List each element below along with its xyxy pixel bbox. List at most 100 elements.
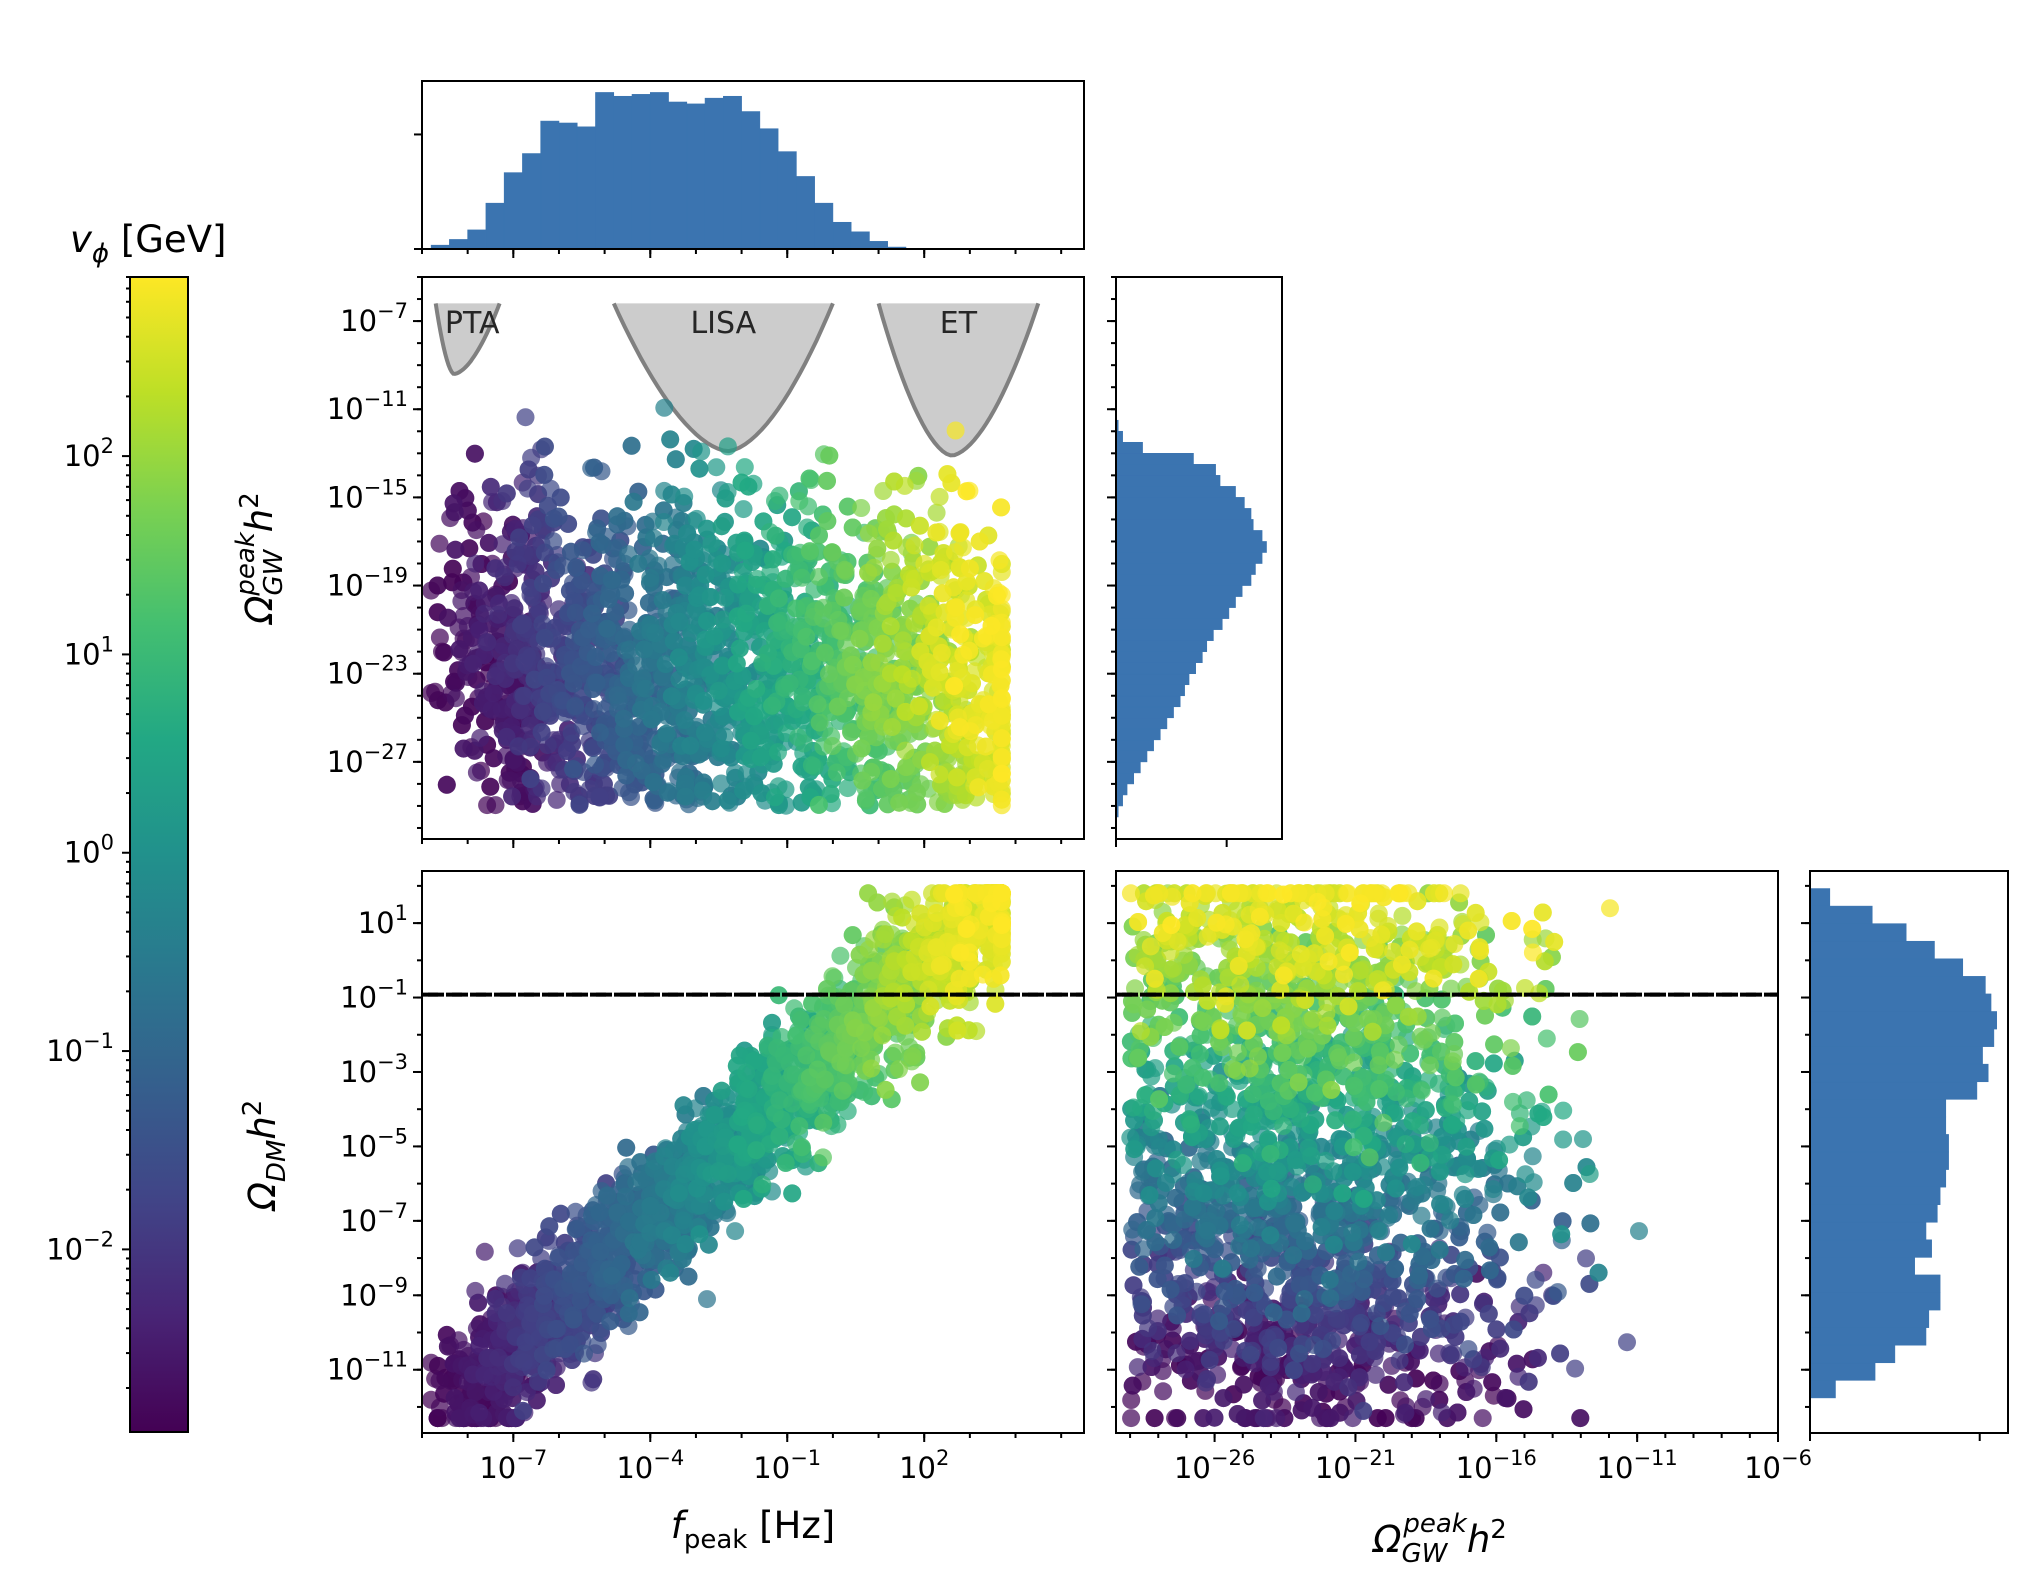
top-histogram-bars (430, 92, 907, 250)
scatter-point (582, 459, 601, 478)
scatter-point (619, 601, 638, 620)
scatter-point (695, 723, 714, 742)
scatter-point (656, 655, 675, 674)
scatter-point (515, 653, 534, 671)
scatter-point (800, 469, 819, 488)
scatter-point (564, 674, 583, 693)
scatter-point (588, 1304, 607, 1323)
scatter-point (497, 1304, 516, 1323)
scatter-point (676, 787, 695, 806)
scatter-point (802, 756, 821, 775)
scatter-point (712, 774, 731, 793)
scatter-point (587, 673, 606, 692)
scatter-point (909, 697, 928, 716)
scatter-point (655, 398, 674, 417)
scatter-point (693, 781, 712, 800)
scatter-point (521, 770, 540, 788)
scatter-point (890, 793, 909, 812)
histogram-bar (1115, 497, 1245, 509)
scatter-point (541, 479, 560, 498)
scatter-point (620, 640, 639, 659)
scatter-point (466, 1281, 485, 1300)
histogram-bar (1115, 441, 1143, 454)
histogram-bar (1115, 530, 1263, 542)
histogram-bar (1115, 585, 1243, 597)
scatter-point (523, 516, 542, 535)
scatter-point (508, 1239, 527, 1258)
scatter-point (661, 430, 680, 449)
histogram-bar (704, 97, 724, 250)
scatter-point (466, 554, 485, 573)
scatter-point (679, 1267, 698, 1286)
scatter-point (523, 588, 542, 606)
scatter-point (602, 644, 621, 663)
scatter-point (443, 559, 462, 578)
scatter-point (838, 497, 857, 516)
scatter-point (501, 771, 520, 790)
histogram-bar (1115, 453, 1194, 465)
scatter-point (486, 796, 505, 815)
scatter-point (727, 654, 746, 673)
histogram-bar (613, 95, 633, 250)
scatter-point (712, 517, 731, 536)
histogram-bar (668, 101, 688, 250)
scatter-point (790, 492, 809, 510)
scatter-point (544, 532, 563, 551)
scatter-point (598, 1186, 617, 1205)
scatter-point (927, 618, 946, 637)
scatter-point (685, 540, 704, 559)
scatter-point (475, 604, 494, 623)
scatter-point (437, 775, 456, 794)
scatter-point (670, 670, 689, 689)
scatter-point (886, 689, 905, 708)
scatter-point (445, 1389, 464, 1407)
scatter-point (714, 610, 732, 629)
scatter-point (590, 533, 609, 552)
scatter-point (471, 728, 490, 747)
scatter-point (467, 521, 486, 540)
scatter-point (682, 624, 701, 643)
scatter-point (752, 784, 771, 803)
histogram-bar (449, 239, 468, 250)
scatter-point (674, 1096, 693, 1115)
detector-curve (876, 302, 1041, 458)
scatter-point (619, 1304, 638, 1323)
scatter-point (895, 476, 914, 495)
scatter-point (535, 437, 554, 456)
scatter-point (713, 656, 732, 675)
scatter-point (800, 542, 819, 561)
scatter-point (450, 640, 469, 659)
scatter-point (624, 492, 643, 511)
scatter-point (602, 1266, 621, 1285)
scatter-point (673, 1211, 692, 1230)
scatter-point (467, 763, 486, 782)
histogram-bar (595, 92, 615, 250)
scatter-point (946, 421, 965, 440)
scatter-point (763, 550, 782, 569)
scatter-point (905, 569, 924, 588)
scatter-point (534, 574, 552, 593)
scatter-point (508, 555, 527, 573)
scatter-point (547, 1376, 565, 1394)
histogram-bar (503, 172, 523, 250)
scatter-point (481, 777, 500, 796)
scatter-point (496, 568, 514, 587)
scatter-point (615, 735, 634, 754)
scatter-point (716, 489, 735, 508)
scatter-point (590, 788, 609, 806)
y-tick-label: 10−19 (327, 564, 408, 603)
histogram-bar (1115, 717, 1168, 730)
scatter-point (803, 652, 821, 671)
scatter-point (902, 669, 921, 688)
scatter-point (571, 1275, 590, 1294)
histogram-bar (631, 94, 651, 250)
scatter-point (430, 534, 449, 553)
scatter-point (503, 787, 522, 806)
scatter-point (992, 729, 1011, 748)
scatter-point (818, 512, 837, 531)
scatter-point (957, 482, 976, 501)
scatter-point (619, 1317, 638, 1336)
scatter-point (969, 778, 988, 797)
scatter-point (905, 614, 924, 633)
